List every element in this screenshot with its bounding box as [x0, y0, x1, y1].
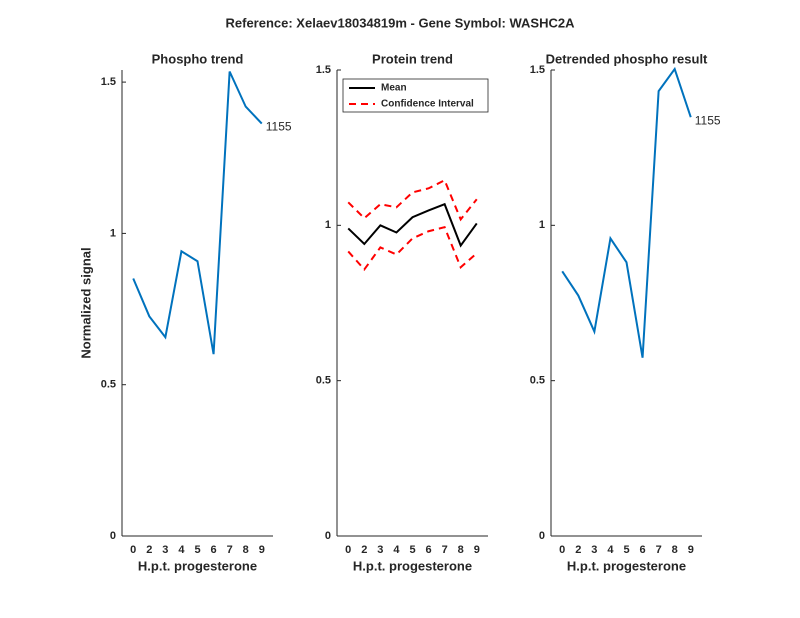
legend: Mean Confidence Interval: [342, 78, 489, 113]
y-tick-label: 1.5: [101, 76, 116, 88]
y-tick-label: 0.5: [101, 379, 116, 391]
x-tick-label: 8: [672, 544, 678, 556]
mean-line: [347, 202, 478, 248]
x-tick-label: 7: [227, 544, 233, 556]
x-tick-label: 0: [345, 544, 351, 556]
subplot-title: Phospho trend: [152, 51, 244, 66]
y-tick-label: 1.5: [530, 64, 545, 76]
y-axis-label: Normalized signal: [78, 247, 93, 358]
legend-label: Confidence Interval: [381, 99, 474, 110]
y-tick-label: 0: [325, 530, 331, 542]
legend-label: Mean: [381, 83, 407, 94]
x-tick-label: 4: [607, 544, 614, 556]
x-tick-label: 6: [640, 544, 646, 556]
annotation: 1155: [266, 120, 292, 134]
x-tick-label: 2: [575, 544, 581, 556]
x-axis-label: H.p.t. progesterone: [567, 558, 686, 573]
subplot-title: Protein trend: [372, 51, 453, 66]
x-tick-label: 3: [162, 544, 168, 556]
y-tick-label: 0: [539, 530, 545, 542]
x-axis-label: H.p.t. progesterone: [138, 558, 257, 573]
x-tick-label: 6: [426, 544, 432, 556]
y-tick-label: 0.5: [316, 375, 331, 387]
x-tick-label: 8: [458, 544, 464, 556]
x-tick-label: 5: [623, 544, 629, 556]
x-tick-label: 8: [243, 544, 249, 556]
subplot-title: Detrended phospho result: [546, 51, 708, 66]
y-tick-label: 1: [539, 219, 545, 231]
x-tick-label: 4: [393, 544, 400, 556]
x-tick-label: 9: [474, 544, 480, 556]
x-tick-label: 6: [211, 544, 217, 556]
y-tick-label: 1: [325, 219, 331, 231]
x-tick-label: 2: [361, 544, 367, 556]
x-tick-label: 2: [146, 544, 152, 556]
y-tick-label: 1.5: [316, 64, 331, 76]
x-tick-label: 0: [130, 544, 136, 556]
x-tick-label: 5: [194, 544, 200, 556]
x-tick-label: 7: [442, 544, 448, 556]
x-tick-label: 0: [559, 544, 565, 556]
data-line: [132, 71, 263, 355]
ci-upper-line: [347, 178, 478, 222]
x-tick-label: 4: [178, 544, 185, 556]
x-axis-label: H.p.t. progesterone: [353, 558, 472, 573]
x-tick-label: 5: [409, 544, 415, 556]
y-tick-label: 1: [110, 227, 116, 239]
y-tick-label: 0: [110, 530, 116, 542]
x-tick-label: 3: [377, 544, 383, 556]
x-tick-label: 3: [591, 544, 597, 556]
data-line: [561, 66, 692, 358]
x-tick-label: 7: [656, 544, 662, 556]
annotation: 1155: [695, 113, 721, 127]
y-tick-label: 0.5: [530, 375, 545, 387]
figure-title: Reference: Xelaev18034819m - Gene Symbol…: [226, 15, 576, 30]
x-tick-label: 9: [688, 544, 694, 556]
x-tick-label: 9: [259, 544, 265, 556]
legend-box: [342, 78, 489, 113]
